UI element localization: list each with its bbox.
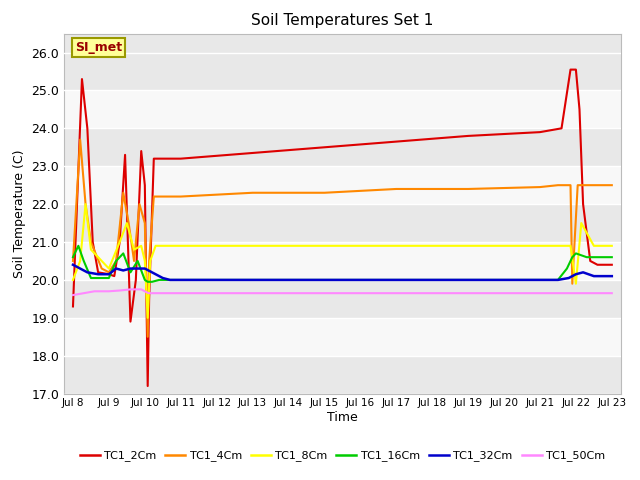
Bar [64, 280, 621, 318]
Bar [64, 242, 621, 280]
Bar [64, 90, 621, 128]
Title: Soil Temperatures Set 1: Soil Temperatures Set 1 [252, 13, 433, 28]
Bar [64, 356, 621, 394]
Bar [64, 52, 621, 90]
Bar [64, 128, 621, 166]
Legend: TC1_2Cm, TC1_4Cm, TC1_8Cm, TC1_16Cm, TC1_32Cm, TC1_50Cm: TC1_2Cm, TC1_4Cm, TC1_8Cm, TC1_16Cm, TC1… [76, 446, 609, 466]
Bar [64, 318, 621, 356]
Y-axis label: Soil Temperature (C): Soil Temperature (C) [13, 149, 26, 278]
Bar [64, 166, 621, 204]
Bar [64, 204, 621, 242]
Text: SI_met: SI_met [75, 41, 122, 54]
X-axis label: Time: Time [327, 411, 358, 424]
